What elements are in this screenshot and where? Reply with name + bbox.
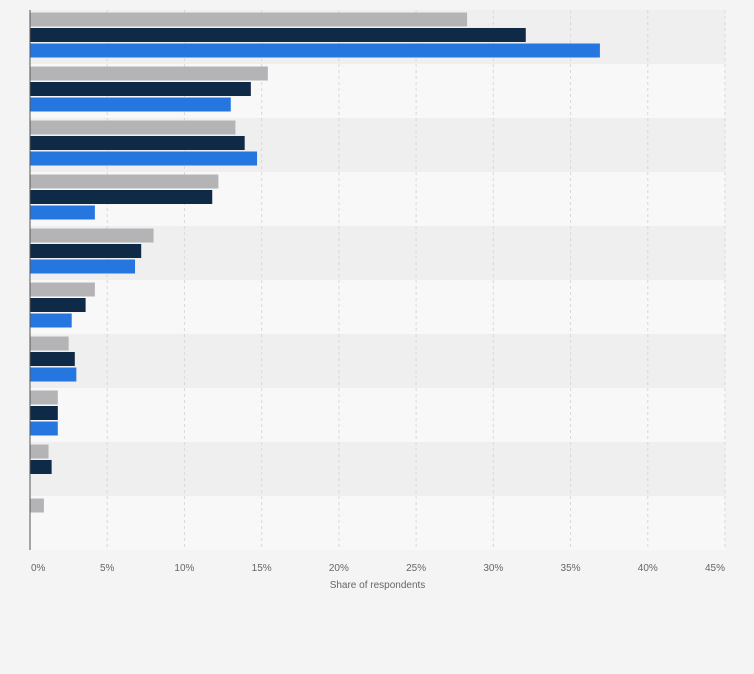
- x-tick-label: 10%: [174, 563, 194, 574]
- bar[interactable]: [30, 352, 75, 366]
- bar[interactable]: [30, 259, 136, 274]
- bar[interactable]: [30, 228, 154, 243]
- x-tick-label: 30%: [483, 563, 503, 574]
- bar[interactable]: [30, 336, 69, 351]
- x-tick-label: 40%: [638, 563, 658, 574]
- bar[interactable]: [30, 498, 44, 513]
- bar[interactable]: [30, 151, 258, 166]
- x-tick-label: 0%: [31, 563, 46, 574]
- x-tick-labels: 0% 5% 10% 15% 20% 25% 30% 35% 40% 45%: [31, 563, 725, 574]
- bar[interactable]: [30, 66, 268, 81]
- bar[interactable]: [30, 421, 58, 436]
- bar[interactable]: [30, 205, 95, 220]
- bar[interactable]: [30, 97, 231, 112]
- bar[interactable]: [30, 120, 236, 135]
- row-band: [30, 496, 725, 550]
- x-tick-label: 5%: [100, 563, 115, 574]
- bars: [30, 12, 600, 513]
- x-axis-label: Share of respondents: [330, 580, 426, 591]
- bar[interactable]: [30, 12, 468, 27]
- bar[interactable]: [30, 367, 77, 382]
- x-tick-label: 35%: [561, 563, 581, 574]
- x-tick-label: 15%: [252, 563, 272, 574]
- bar[interactable]: [30, 190, 213, 204]
- bar[interactable]: [30, 82, 251, 96]
- row-band: [30, 388, 725, 442]
- x-tick-label: 25%: [406, 563, 426, 574]
- row-band: [30, 334, 725, 388]
- bar[interactable]: [30, 313, 72, 328]
- bar[interactable]: [30, 28, 526, 42]
- x-tick-label: 45%: [705, 563, 725, 574]
- bar[interactable]: [30, 43, 600, 58]
- bar[interactable]: [30, 406, 58, 420]
- x-tick-label: 20%: [329, 563, 349, 574]
- bar[interactable]: [30, 282, 95, 297]
- row-bands: [30, 10, 725, 550]
- row-band: [30, 280, 725, 334]
- bar[interactable]: [30, 136, 245, 150]
- bar[interactable]: [30, 444, 49, 459]
- bar[interactable]: [30, 174, 219, 189]
- bar[interactable]: [30, 298, 86, 312]
- bar[interactable]: [30, 460, 52, 474]
- bar[interactable]: [30, 390, 58, 405]
- bar[interactable]: [30, 244, 142, 258]
- row-band: [30, 442, 725, 496]
